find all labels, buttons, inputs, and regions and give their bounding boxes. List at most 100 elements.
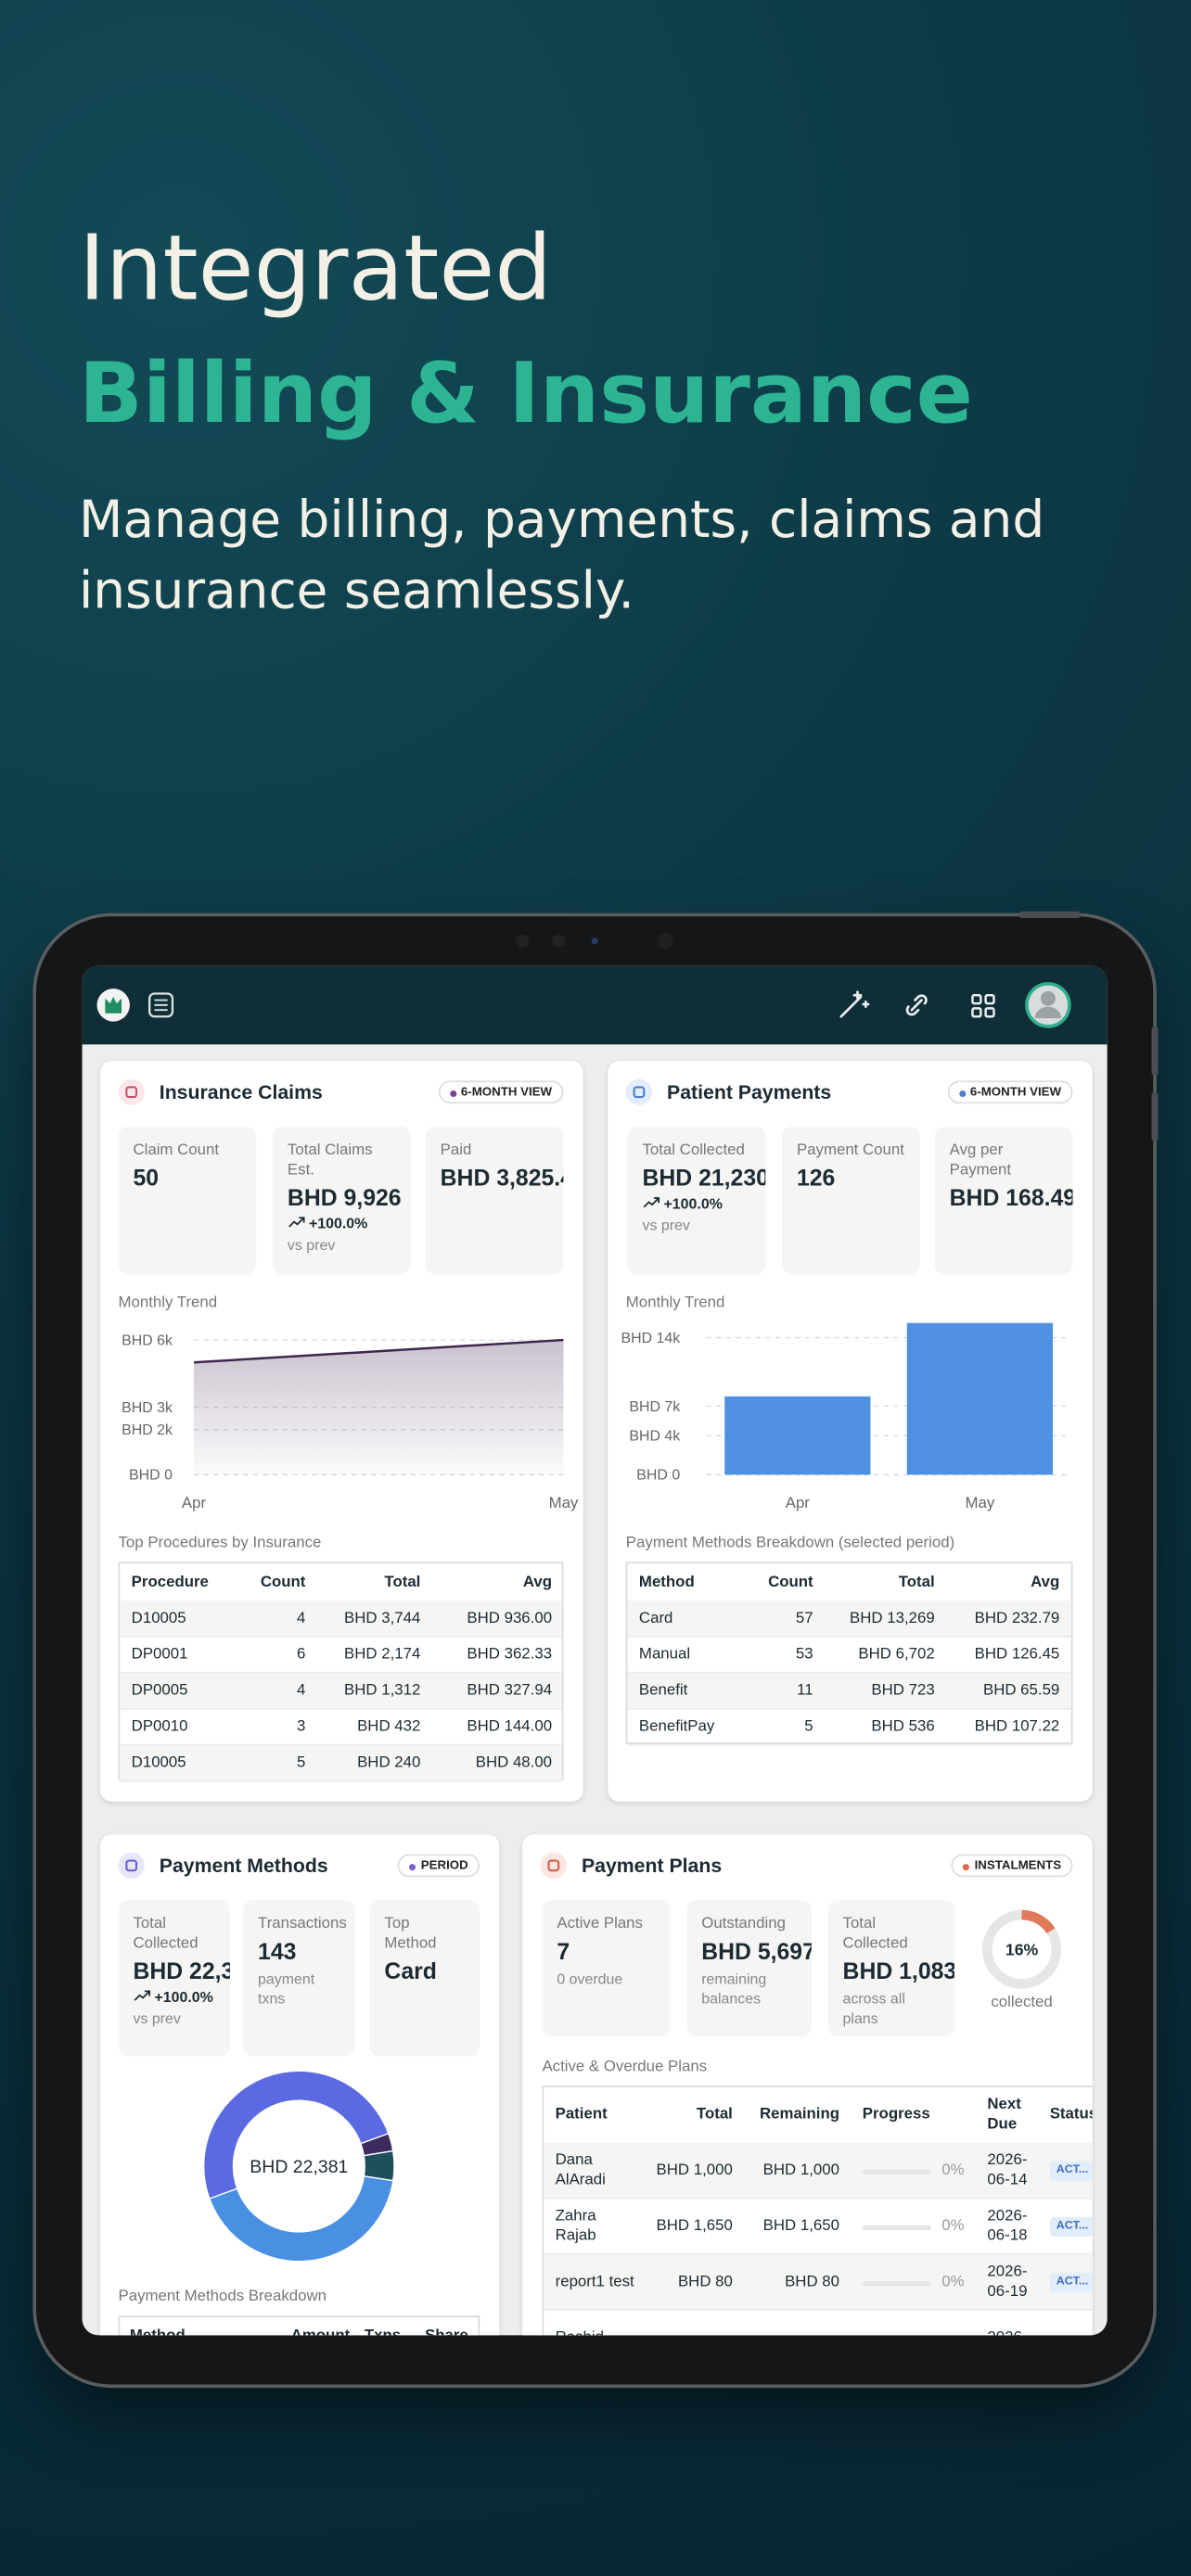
avatar-body	[1034, 1006, 1062, 1019]
link-icon[interactable]	[905, 994, 928, 1016]
table-title: Active & Overdue Plans	[542, 2058, 708, 2076]
table-row: report1 test BHD 80 BHD 80 0% 2026-06-19 ACT.…	[544, 2254, 1093, 2311]
table-row: D10005 4 BHD 3,744 BHD 936.00	[120, 1600, 562, 1638]
table-cell: BHD 3,744	[344, 1608, 421, 1627]
column-header: Method	[638, 1572, 695, 1591]
badge-text: 6-MONTH VIEW	[969, 1083, 1062, 1099]
area	[193, 1340, 564, 1475]
stat-value: 7	[557, 1937, 570, 1965]
stat-box: Top Method Card	[369, 1900, 480, 2057]
table-cell: Rashid	[556, 2311, 638, 2335]
stat-box: Transactions 143 payment txns	[243, 1900, 355, 2057]
stat-value: 143	[258, 1937, 297, 1965]
ring-caption: collected	[991, 1993, 1052, 2010]
y-tick-label: BHD 6k	[122, 1333, 173, 1348]
magic-icon[interactable]	[839, 990, 870, 1018]
table-cell: BHD 362.33	[467, 1644, 553, 1664]
table-cell: 53	[795, 1644, 813, 1664]
badge-text: 6-MONTH VIEW	[460, 1083, 553, 1099]
sensor	[591, 937, 598, 945]
progress-track	[862, 2224, 932, 2230]
card-title: Payment Methods	[159, 1854, 328, 1878]
badge-dot	[409, 1863, 416, 1870]
x-tick-label: May	[549, 1494, 579, 1511]
table-cell: BHD 1,650	[762, 2216, 839, 2235]
stat-label: Total Claims Est.	[287, 1141, 373, 1180]
table-cell: BHD 536	[871, 1716, 935, 1736]
trend-arrow-path	[288, 1217, 305, 1228]
stat-label: Total Collected	[842, 1915, 908, 1953]
y-tick-label: BHD 3k	[122, 1400, 173, 1416]
table-cell: Zahra Rajab	[555, 2206, 596, 2245]
menu-icon[interactable]	[148, 992, 174, 1018]
stat-change: +100.0%	[288, 1214, 396, 1233]
table-cell: BHD 432	[357, 1716, 421, 1736]
progress-track	[862, 2168, 932, 2174]
table-cell: 4	[297, 1680, 306, 1700]
stat-change: +100.0%	[133, 1987, 215, 2007]
donut-center-label: BHD 22,381	[250, 2157, 348, 2177]
hero-highlight: Billing & Insurance	[79, 346, 973, 444]
stat-note: vs prev	[133, 2009, 181, 2027]
table-row: DP0005 4 BHD 1,312 BHD 327.94	[120, 1673, 562, 1710]
stat-note: 0 overdue	[557, 1970, 623, 1987]
column-header: Avg	[522, 1572, 553, 1591]
y-tick-label: BHD 0	[636, 1468, 680, 1484]
table-cell: BHD 1,650	[656, 2216, 733, 2235]
y-tick-label: BHD 7k	[629, 1399, 680, 1415]
stat-value: BHD 3,825.4	[440, 1164, 564, 1191]
table-cell: 2026-06-19	[987, 2262, 1028, 2301]
status-badge: ACT...	[1049, 2216, 1093, 2238]
y-tick-label: BHD 2k	[122, 1422, 173, 1438]
stat-label: Active Plans	[557, 1915, 643, 1933]
table-cell: 2026-	[987, 2311, 1036, 2335]
table-cell: BHD 80	[785, 2272, 839, 2290]
screen: BHD 0 BHD 2k BHD 3k BHD 6k Apr May Insurance C…	[82, 965, 1108, 2336]
table-cell: BHD 6,702	[858, 1644, 935, 1664]
grid-icon[interactable]	[971, 994, 995, 1018]
stat-box: Total Claims Est. BHD 9,926 +100.0% vs prev	[272, 1126, 411, 1275]
x-tick-label: Apr	[182, 1494, 207, 1511]
table-cell: BHD 1,312	[344, 1680, 421, 1700]
stat-note: payment txns	[258, 1970, 315, 2008]
stat-box: Outstanding BHD 5,697 remaining balances	[686, 1900, 812, 2037]
stat-note: vs prev	[642, 1217, 690, 1234]
trend-arrow	[643, 1197, 660, 1208]
table-cell: BHD 80	[677, 2272, 733, 2290]
table-row: Zahra Rajab BHD 1,650 BHD 1,650 0% 2026-06-1…	[544, 2199, 1093, 2255]
column-header: Amount	[291, 2317, 351, 2336]
table: Procedure Count Total Avg D10005 4 BHD 3,744 BH…	[118, 1562, 564, 1782]
table-cell: BHD 48.00	[475, 1753, 553, 1772]
column-header: Status	[1049, 2105, 1093, 2123]
card-title: Payment Plans	[581, 1854, 723, 1878]
table-cell: BHD 936.00	[467, 1608, 553, 1627]
table-cell: Benefit	[638, 1680, 688, 1700]
stat-value: BHD 9,926	[287, 1183, 402, 1211]
table: Patient Total Remaining Progress Next Due Sta…	[542, 2085, 1093, 2336]
avatar-head	[1040, 990, 1056, 1006]
side-button	[1151, 1091, 1159, 1141]
table-row: Benefit 11 BHD 723 BHD 65.59	[627, 1673, 1071, 1710]
column-header: Avg	[1031, 1572, 1060, 1591]
table-cell: 5	[297, 1753, 306, 1772]
table-cell: 6	[297, 1644, 306, 1664]
table-header: Patient Total Remaining Progress Next Due Sta…	[544, 2087, 1093, 2145]
card-icon	[625, 1078, 653, 1105]
stat-box: Claim Count 50	[118, 1126, 257, 1275]
card-icon-glyph	[125, 1086, 138, 1099]
table-cell: 57	[795, 1608, 813, 1627]
table-title: Payment Methods Breakdown	[118, 2288, 327, 2306]
table-cell: 11	[797, 1680, 813, 1700]
line	[193, 1338, 564, 1364]
stat-label: Transactions	[258, 1915, 347, 1933]
card-icon	[118, 1078, 145, 1105]
stat-label: Total Collected	[642, 1141, 745, 1160]
top-bar	[82, 965, 1108, 1045]
stat-label: Payment Count	[796, 1141, 904, 1160]
stat-label: Total Collected	[133, 1915, 198, 1953]
table-cell: BHD 144.00	[467, 1716, 553, 1736]
stat-box: Avg per Payment BHD 168.49	[934, 1126, 1073, 1275]
top-bar-icons	[96, 982, 1071, 1028]
column-header: Patient	[555, 2105, 608, 2123]
